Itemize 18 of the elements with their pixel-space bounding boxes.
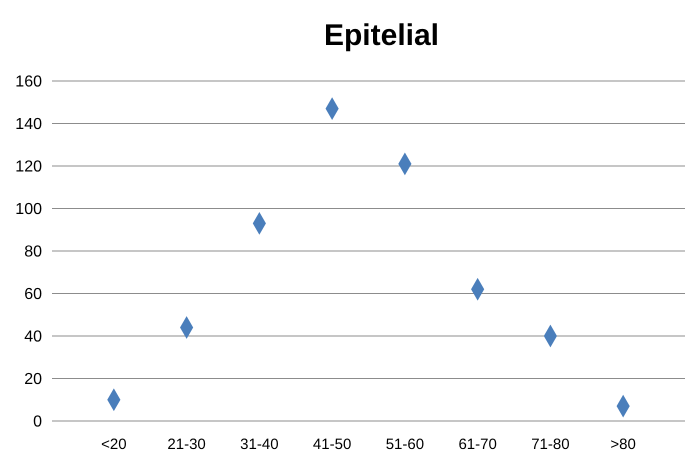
y-tick-label: 20 — [24, 371, 42, 388]
y-tick-label: 80 — [24, 244, 42, 261]
x-tick-label: 21-30 — [167, 436, 206, 453]
y-tick-label: 60 — [24, 286, 42, 304]
x-tick-label: 41-50 — [312, 436, 352, 453]
x-tick-label: >80 — [610, 436, 636, 453]
y-tick-label: 100 — [15, 201, 42, 218]
x-tick-label: <20 — [101, 436, 127, 453]
x-tick-label: 61-70 — [458, 436, 497, 453]
x-tick-label: 31-40 — [240, 436, 279, 453]
x-tick-label: 71-80 — [531, 436, 570, 453]
y-tick-label: 140 — [15, 116, 42, 134]
chart-title: Epitelial — [324, 19, 440, 52]
y-tick-label: 0 — [33, 414, 42, 431]
y-tick-label: 120 — [15, 158, 42, 176]
y-tick-label: 40 — [24, 328, 42, 346]
x-tick-label: 51-60 — [386, 436, 424, 453]
y-tick-label: 160 — [15, 74, 42, 91]
